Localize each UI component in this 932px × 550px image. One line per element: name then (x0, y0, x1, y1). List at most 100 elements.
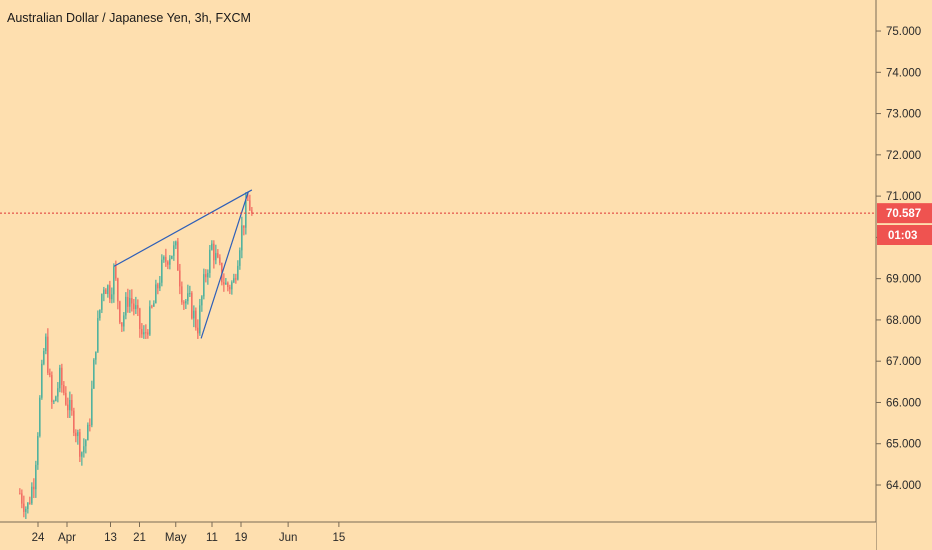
candle-body (219, 257, 221, 264)
candle-body (225, 282, 227, 285)
candle-body (89, 424, 91, 426)
candle-body (185, 301, 187, 304)
candle-body (125, 296, 127, 316)
candle-body (167, 261, 169, 265)
candle-body (47, 336, 49, 373)
candle-body (153, 303, 155, 307)
candle-body (35, 464, 37, 490)
candle-body (131, 298, 133, 304)
candle-body (141, 328, 143, 335)
y-tick-label: 68.000 (886, 315, 921, 327)
candle-body (143, 332, 145, 335)
candle-body (57, 388, 59, 397)
candle-body (61, 367, 63, 386)
candle-body (209, 249, 211, 273)
candle-body (229, 286, 231, 290)
candle-body (241, 225, 243, 251)
countdown-label: 01:03 (888, 230, 917, 242)
candle-body (115, 266, 117, 279)
candle-body (237, 265, 239, 280)
candle-body (37, 435, 39, 465)
time-axis[interactable]: 24 Apr 13 21 May 11 19 Jun 15 (0, 521, 876, 550)
candle-body (135, 305, 137, 310)
price-axis[interactable]: 64.00065.00066.00067.00068.00069.00070.0… (875, 0, 932, 550)
candle-body (33, 486, 35, 490)
last-price-tag: 70.587 (877, 203, 932, 224)
candle-body (201, 296, 203, 306)
candle-body (91, 388, 93, 426)
candle-body (97, 318, 99, 352)
candle-body (73, 410, 75, 433)
candle-body (25, 508, 27, 512)
candle-body (145, 332, 147, 334)
candle-body (163, 256, 165, 260)
candle-body (53, 400, 55, 402)
x-ticks: 24 Apr 13 21 May 11 19 Jun 15 (32, 522, 345, 544)
trendline-rising-support[interactable] (200, 191, 249, 339)
candle-body (31, 486, 33, 504)
candle-body (21, 493, 23, 504)
candles-layer (19, 191, 253, 520)
candle-body (139, 308, 141, 329)
candle-body (67, 404, 69, 411)
trendline-upper-resistance[interactable] (113, 189, 253, 267)
candle-body (197, 327, 199, 334)
candle-body (207, 272, 209, 278)
candle-body (65, 392, 67, 405)
candle-body (245, 199, 247, 228)
candle-body (77, 432, 79, 437)
candle-body (205, 274, 207, 278)
y-tick-label: 67.000 (886, 356, 921, 368)
candle-body (147, 332, 149, 335)
candle-body (45, 336, 47, 352)
countdown-tag-bg (877, 225, 932, 245)
candle-body (149, 306, 151, 335)
chart-title: Australian Dollar / Japanese Yen, 3h, FX… (7, 11, 251, 25)
candle-body (19, 493, 21, 495)
candle-body (71, 400, 73, 411)
candle-body (161, 259, 163, 283)
candle-body (107, 285, 109, 295)
candle-body (223, 282, 225, 285)
candle-body (165, 256, 167, 262)
candle-body (159, 282, 161, 289)
candle-body (243, 225, 245, 228)
y-tick-label: 74.000 (886, 67, 921, 79)
candle-body (231, 282, 233, 290)
candle-body (191, 293, 193, 319)
candle-body (151, 306, 153, 308)
candle-body (239, 250, 241, 266)
candle-body (75, 432, 77, 437)
x-tick-label: May (165, 532, 187, 544)
trendlines-layer (113, 189, 253, 339)
candle-body (173, 245, 175, 256)
candle-body (93, 359, 95, 389)
candle-body (247, 199, 249, 201)
candle-body (195, 310, 197, 328)
candle-body (95, 351, 97, 360)
candle-body (27, 502, 29, 509)
candle-body (69, 400, 71, 411)
candle-body (155, 284, 157, 304)
countdown-tag: 01:03 (877, 225, 932, 245)
candle-body (55, 396, 57, 401)
candle-body (111, 294, 113, 300)
y-tick-label: 64.000 (886, 480, 921, 492)
candle-body (181, 286, 183, 303)
candle-body (217, 253, 219, 258)
candle-body (39, 397, 41, 436)
candle-body (63, 385, 65, 393)
y-ticks: 64.00065.00066.00067.00068.00069.00070.0… (876, 26, 921, 492)
candle-body (211, 243, 213, 250)
x-tick-label: 13 (104, 532, 117, 544)
candle-body (127, 296, 129, 307)
candle-body (187, 293, 189, 302)
x-tick-label: 15 (332, 532, 345, 544)
candle-body (103, 289, 105, 295)
candle-body (99, 309, 101, 319)
candle-body (199, 305, 201, 334)
y-tick-label: 65.000 (886, 439, 921, 451)
candle-body (177, 241, 179, 271)
